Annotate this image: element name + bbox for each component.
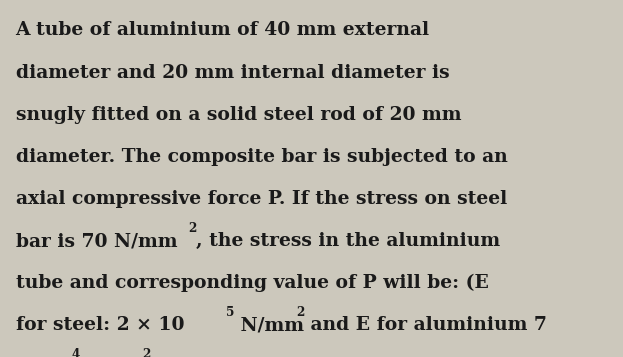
Text: 2: 2 bbox=[297, 306, 305, 319]
Text: axial compressive force P. If the stress on steel: axial compressive force P. If the stress… bbox=[16, 190, 507, 208]
Text: tube and corresponding value of P will be: (E: tube and corresponding value of P will b… bbox=[16, 274, 488, 292]
Text: N/mm: N/mm bbox=[234, 316, 303, 334]
Text: 2: 2 bbox=[142, 348, 150, 357]
Text: , the stress in the aluminium: , the stress in the aluminium bbox=[196, 232, 500, 250]
Text: diameter and 20 mm internal diameter is: diameter and 20 mm internal diameter is bbox=[16, 64, 449, 81]
Text: A tube of aluminium of 40 mm external: A tube of aluminium of 40 mm external bbox=[16, 21, 430, 39]
Text: for steel: 2 × 10: for steel: 2 × 10 bbox=[16, 316, 184, 334]
Text: 4: 4 bbox=[72, 348, 80, 357]
Text: 5: 5 bbox=[226, 306, 234, 319]
Text: and E for aluminium 7: and E for aluminium 7 bbox=[304, 316, 547, 334]
Text: 2: 2 bbox=[188, 222, 196, 235]
Text: snugly fitted on a solid steel rod of 20 mm: snugly fitted on a solid steel rod of 20… bbox=[16, 106, 461, 124]
Text: diameter. The composite bar is subjected to an: diameter. The composite bar is subjected… bbox=[16, 148, 507, 166]
Text: bar is 70 N/mm: bar is 70 N/mm bbox=[16, 232, 177, 250]
